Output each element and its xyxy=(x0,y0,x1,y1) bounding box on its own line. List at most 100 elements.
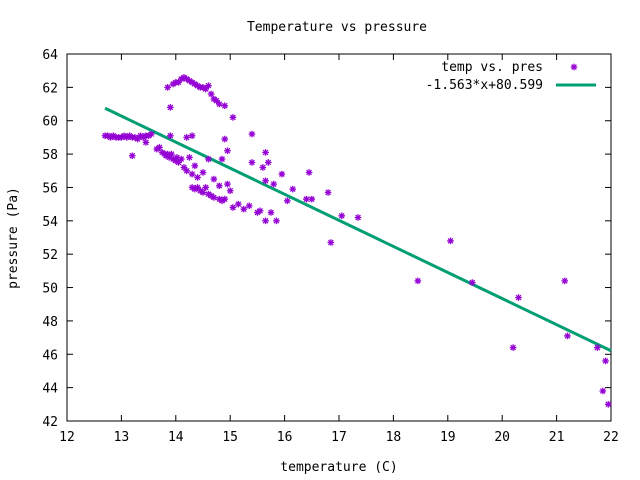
data-point xyxy=(270,180,278,188)
fit-line-layer xyxy=(104,106,612,353)
data-point xyxy=(289,185,297,193)
data-point xyxy=(199,169,207,176)
x-tick-label: 20 xyxy=(494,430,510,445)
data-point xyxy=(604,401,612,408)
data-point xyxy=(229,114,237,121)
data-point xyxy=(468,279,476,286)
data-point xyxy=(262,149,269,156)
x-tick-label: 16 xyxy=(277,430,293,445)
data-point xyxy=(599,387,607,395)
data-point xyxy=(202,85,210,93)
data-point xyxy=(235,200,242,208)
data-point xyxy=(216,182,223,190)
data-point xyxy=(338,212,346,220)
data-point xyxy=(221,135,229,143)
data-point xyxy=(594,344,601,351)
y-tick-label: 64 xyxy=(42,48,58,63)
x-tick-label: 18 xyxy=(386,430,402,445)
data-point xyxy=(221,102,229,110)
data-point xyxy=(183,167,190,175)
data-point xyxy=(216,100,223,108)
data-point xyxy=(167,132,174,140)
points-layer xyxy=(101,74,612,408)
data-point xyxy=(262,217,269,225)
x-tick-label: 12 xyxy=(59,430,75,445)
data-point xyxy=(259,164,267,171)
data-point xyxy=(177,155,185,163)
data-point xyxy=(142,139,150,146)
data-point xyxy=(354,214,362,221)
data-point xyxy=(188,132,196,140)
data-point xyxy=(226,187,234,195)
data-point xyxy=(308,195,316,203)
data-point xyxy=(156,144,163,151)
chart-title: Temperature vs pressure xyxy=(247,20,427,35)
legend-label-fit-line: -1.563*x+80.599 xyxy=(426,78,543,93)
data-point xyxy=(248,159,256,166)
data-point xyxy=(284,197,291,205)
data-point xyxy=(183,134,190,141)
data-point xyxy=(148,130,155,138)
legend-label-points: temp vs. pres xyxy=(441,60,543,75)
data-point xyxy=(256,207,264,215)
data-point xyxy=(414,277,422,285)
data-point xyxy=(515,294,522,301)
x-tick-label: 21 xyxy=(549,430,565,445)
data-point xyxy=(224,147,231,155)
data-point xyxy=(509,344,517,351)
data-point xyxy=(175,79,182,86)
data-point xyxy=(324,189,332,196)
data-point xyxy=(168,150,175,158)
y-tick-label: 56 xyxy=(42,181,58,196)
data-point xyxy=(278,170,286,178)
data-point xyxy=(264,159,272,166)
data-point xyxy=(205,82,212,89)
y-tick-label: 50 xyxy=(42,282,58,297)
data-point xyxy=(262,177,269,185)
data-point xyxy=(229,204,237,211)
y-tick-label: 48 xyxy=(42,315,58,330)
y-tick-label: 54 xyxy=(42,215,58,230)
data-point xyxy=(210,194,218,201)
data-point xyxy=(327,239,335,246)
y-tick-label: 42 xyxy=(42,415,58,430)
x-tick-label: 14 xyxy=(168,430,184,445)
data-point xyxy=(128,152,136,160)
y-tick-label: 58 xyxy=(42,148,58,163)
data-point xyxy=(207,90,215,98)
x-tick-label: 13 xyxy=(114,430,130,445)
y-tick-label: 46 xyxy=(42,348,58,363)
legend: temp vs. pres -1.563*x+80.599 xyxy=(426,60,596,93)
fit-line xyxy=(104,106,612,353)
data-point xyxy=(188,170,196,178)
data-point xyxy=(564,332,571,340)
data-point xyxy=(305,169,313,176)
legend-marker-points xyxy=(570,63,578,71)
data-point xyxy=(205,155,212,163)
x-tick-label: 15 xyxy=(222,430,238,445)
data-point xyxy=(186,154,193,161)
data-point xyxy=(602,357,609,365)
data-point xyxy=(221,195,229,203)
data-point xyxy=(202,184,210,191)
y-tick-label: 44 xyxy=(42,382,58,397)
y-tick-label: 60 xyxy=(42,115,58,130)
data-point xyxy=(167,104,174,111)
x-axis-label: temperature (C) xyxy=(280,460,397,475)
data-point xyxy=(561,277,569,285)
y-tick-label: 52 xyxy=(42,248,58,263)
data-point xyxy=(273,217,280,225)
x-axis: 12 13 14 15 16 17 18 19 20 21 22 xyxy=(59,54,619,445)
plot-frame xyxy=(66,53,612,422)
data-point xyxy=(245,202,253,210)
x-tick-label: 22 xyxy=(603,430,619,445)
data-point xyxy=(164,84,171,91)
y-tick-label: 62 xyxy=(42,81,58,96)
data-point xyxy=(248,130,256,138)
x-tick-label: 17 xyxy=(331,430,347,445)
data-point xyxy=(240,205,248,213)
data-point xyxy=(191,162,199,170)
data-point xyxy=(224,180,231,188)
y-axis-label: pressure (Pa) xyxy=(6,187,21,289)
